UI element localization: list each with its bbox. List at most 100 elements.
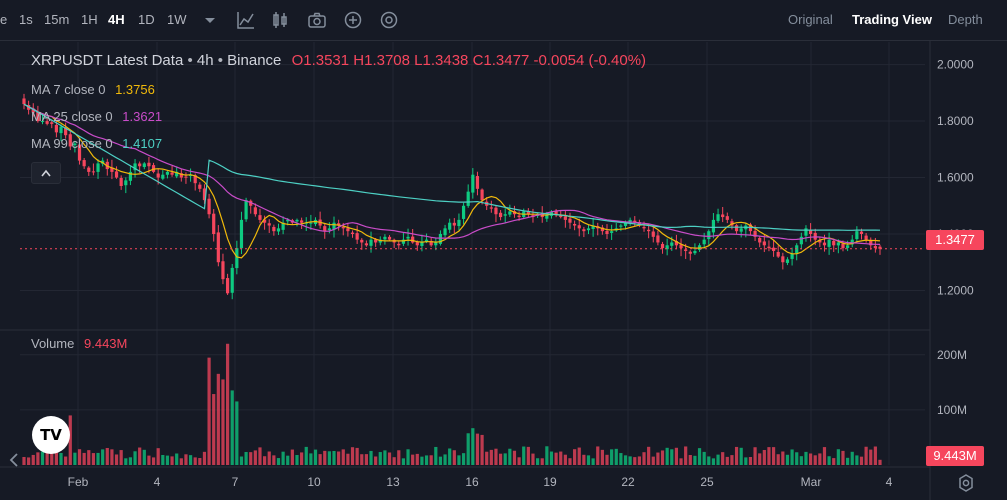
volume-bar (184, 454, 188, 465)
candle-body (309, 222, 313, 224)
volume-label: Volume (31, 336, 75, 351)
volume-bar (753, 447, 757, 465)
view-original[interactable]: Original (788, 12, 833, 27)
volume-bar (850, 451, 854, 465)
volume-bar (711, 458, 716, 465)
candle-body (841, 243, 845, 249)
volume-bar (457, 455, 461, 465)
candle-body (22, 98, 26, 105)
volume-bar (276, 458, 281, 465)
candle-body (688, 251, 692, 254)
volume-bar (230, 390, 234, 465)
volume-bar (235, 401, 239, 465)
candle-body (489, 207, 493, 209)
candle-body (873, 246, 877, 249)
candle-body (272, 226, 276, 232)
volume-bar (734, 446, 739, 465)
chevron-down-icon[interactable] (200, 10, 220, 30)
candle-body (494, 207, 498, 215)
view-depth[interactable]: Depth (948, 12, 983, 27)
timeframe-1s[interactable]: 1s (19, 12, 33, 27)
ma25-line (23, 103, 881, 245)
volume-bar (605, 454, 609, 465)
volume-bar (559, 451, 563, 465)
volume-bar (744, 457, 748, 465)
volume-bar (512, 450, 517, 465)
volume-bar (64, 456, 68, 465)
settings-target-icon[interactable] (379, 10, 399, 30)
volume-bar (161, 454, 165, 465)
volume-bar (443, 454, 447, 465)
volume-bar (119, 450, 123, 465)
volume-bar (762, 449, 766, 465)
volume-bar (77, 449, 82, 465)
volume-bar (827, 456, 831, 465)
volume-bar (471, 428, 475, 465)
view-trading-view[interactable]: Trading View (852, 12, 932, 27)
chevron-left-icon[interactable] (8, 452, 20, 468)
candle-body (859, 231, 864, 234)
price-tick-label: 1.6000 (937, 171, 974, 185)
volume-bar (846, 457, 850, 465)
timeframe-1d[interactable]: 1D (138, 12, 155, 27)
camera-icon[interactable] (307, 10, 327, 30)
volume-bar (36, 452, 40, 465)
volume-bar (795, 452, 799, 465)
volume-bar (503, 453, 507, 465)
volume-bar (392, 457, 396, 465)
tradingview-logo[interactable]: TV (32, 416, 70, 454)
candle-body (64, 127, 68, 136)
collapse-legend-button[interactable] (31, 162, 61, 184)
volume-bar (369, 450, 373, 465)
volume-bar (489, 449, 493, 465)
candlestick-type-icon[interactable] (270, 10, 290, 30)
timeframe-1h[interactable]: 1H (81, 12, 98, 27)
candle-body (40, 121, 45, 123)
candle-body (369, 239, 373, 246)
volume-bar (707, 456, 711, 465)
volume-bar (832, 458, 836, 465)
volume-bar (577, 447, 581, 465)
volume-bar (836, 449, 840, 465)
candle-body (869, 239, 873, 246)
volume-bar (50, 446, 54, 465)
ma7-legend[interactable]: MA 7 close 0 1.3756 (31, 82, 155, 97)
candle-body (545, 214, 549, 219)
indicators-icon[interactable] (236, 10, 256, 30)
volume-bar (702, 451, 706, 465)
volume-bar (582, 454, 586, 465)
candle-body (138, 163, 142, 167)
candle-body (758, 237, 762, 243)
candle-body (827, 239, 831, 247)
plus-circle-icon[interactable] (343, 10, 363, 30)
candle-body (684, 249, 688, 251)
candle-body (855, 231, 859, 240)
ma25-legend[interactable]: MA 25 close 0 1.3621 (31, 109, 162, 124)
candle-body (568, 218, 572, 223)
chart-settings-icon[interactable] (956, 473, 976, 493)
timeframe-4h[interactable]: 4H (108, 12, 125, 27)
last-volume-tag: 9.443M (926, 446, 984, 466)
timeframe-15m[interactable]: 15m (44, 12, 70, 27)
ma99-legend[interactable]: MA 99 close 0 1.4107 (31, 136, 162, 151)
time-tick-label: Mar (801, 475, 822, 489)
candle-body (739, 228, 743, 232)
volume-bar (225, 343, 230, 465)
volume-bar (304, 446, 308, 465)
candle-body (147, 162, 151, 167)
candle-body (498, 212, 503, 218)
timeframe-1w[interactable]: 1W (167, 12, 187, 27)
candle-body (346, 228, 350, 232)
candle-body (665, 245, 669, 250)
candle-body (642, 226, 646, 229)
volume-bar (313, 449, 318, 465)
candle-body (707, 231, 711, 240)
candle-body (582, 229, 586, 232)
candle-body (813, 232, 817, 240)
time-tick-label: 4 (886, 475, 893, 489)
timeframe-prev[interactable]: e (0, 12, 8, 27)
volume-bar (600, 449, 604, 465)
candle-body (221, 261, 225, 280)
volume-bar (466, 433, 470, 465)
